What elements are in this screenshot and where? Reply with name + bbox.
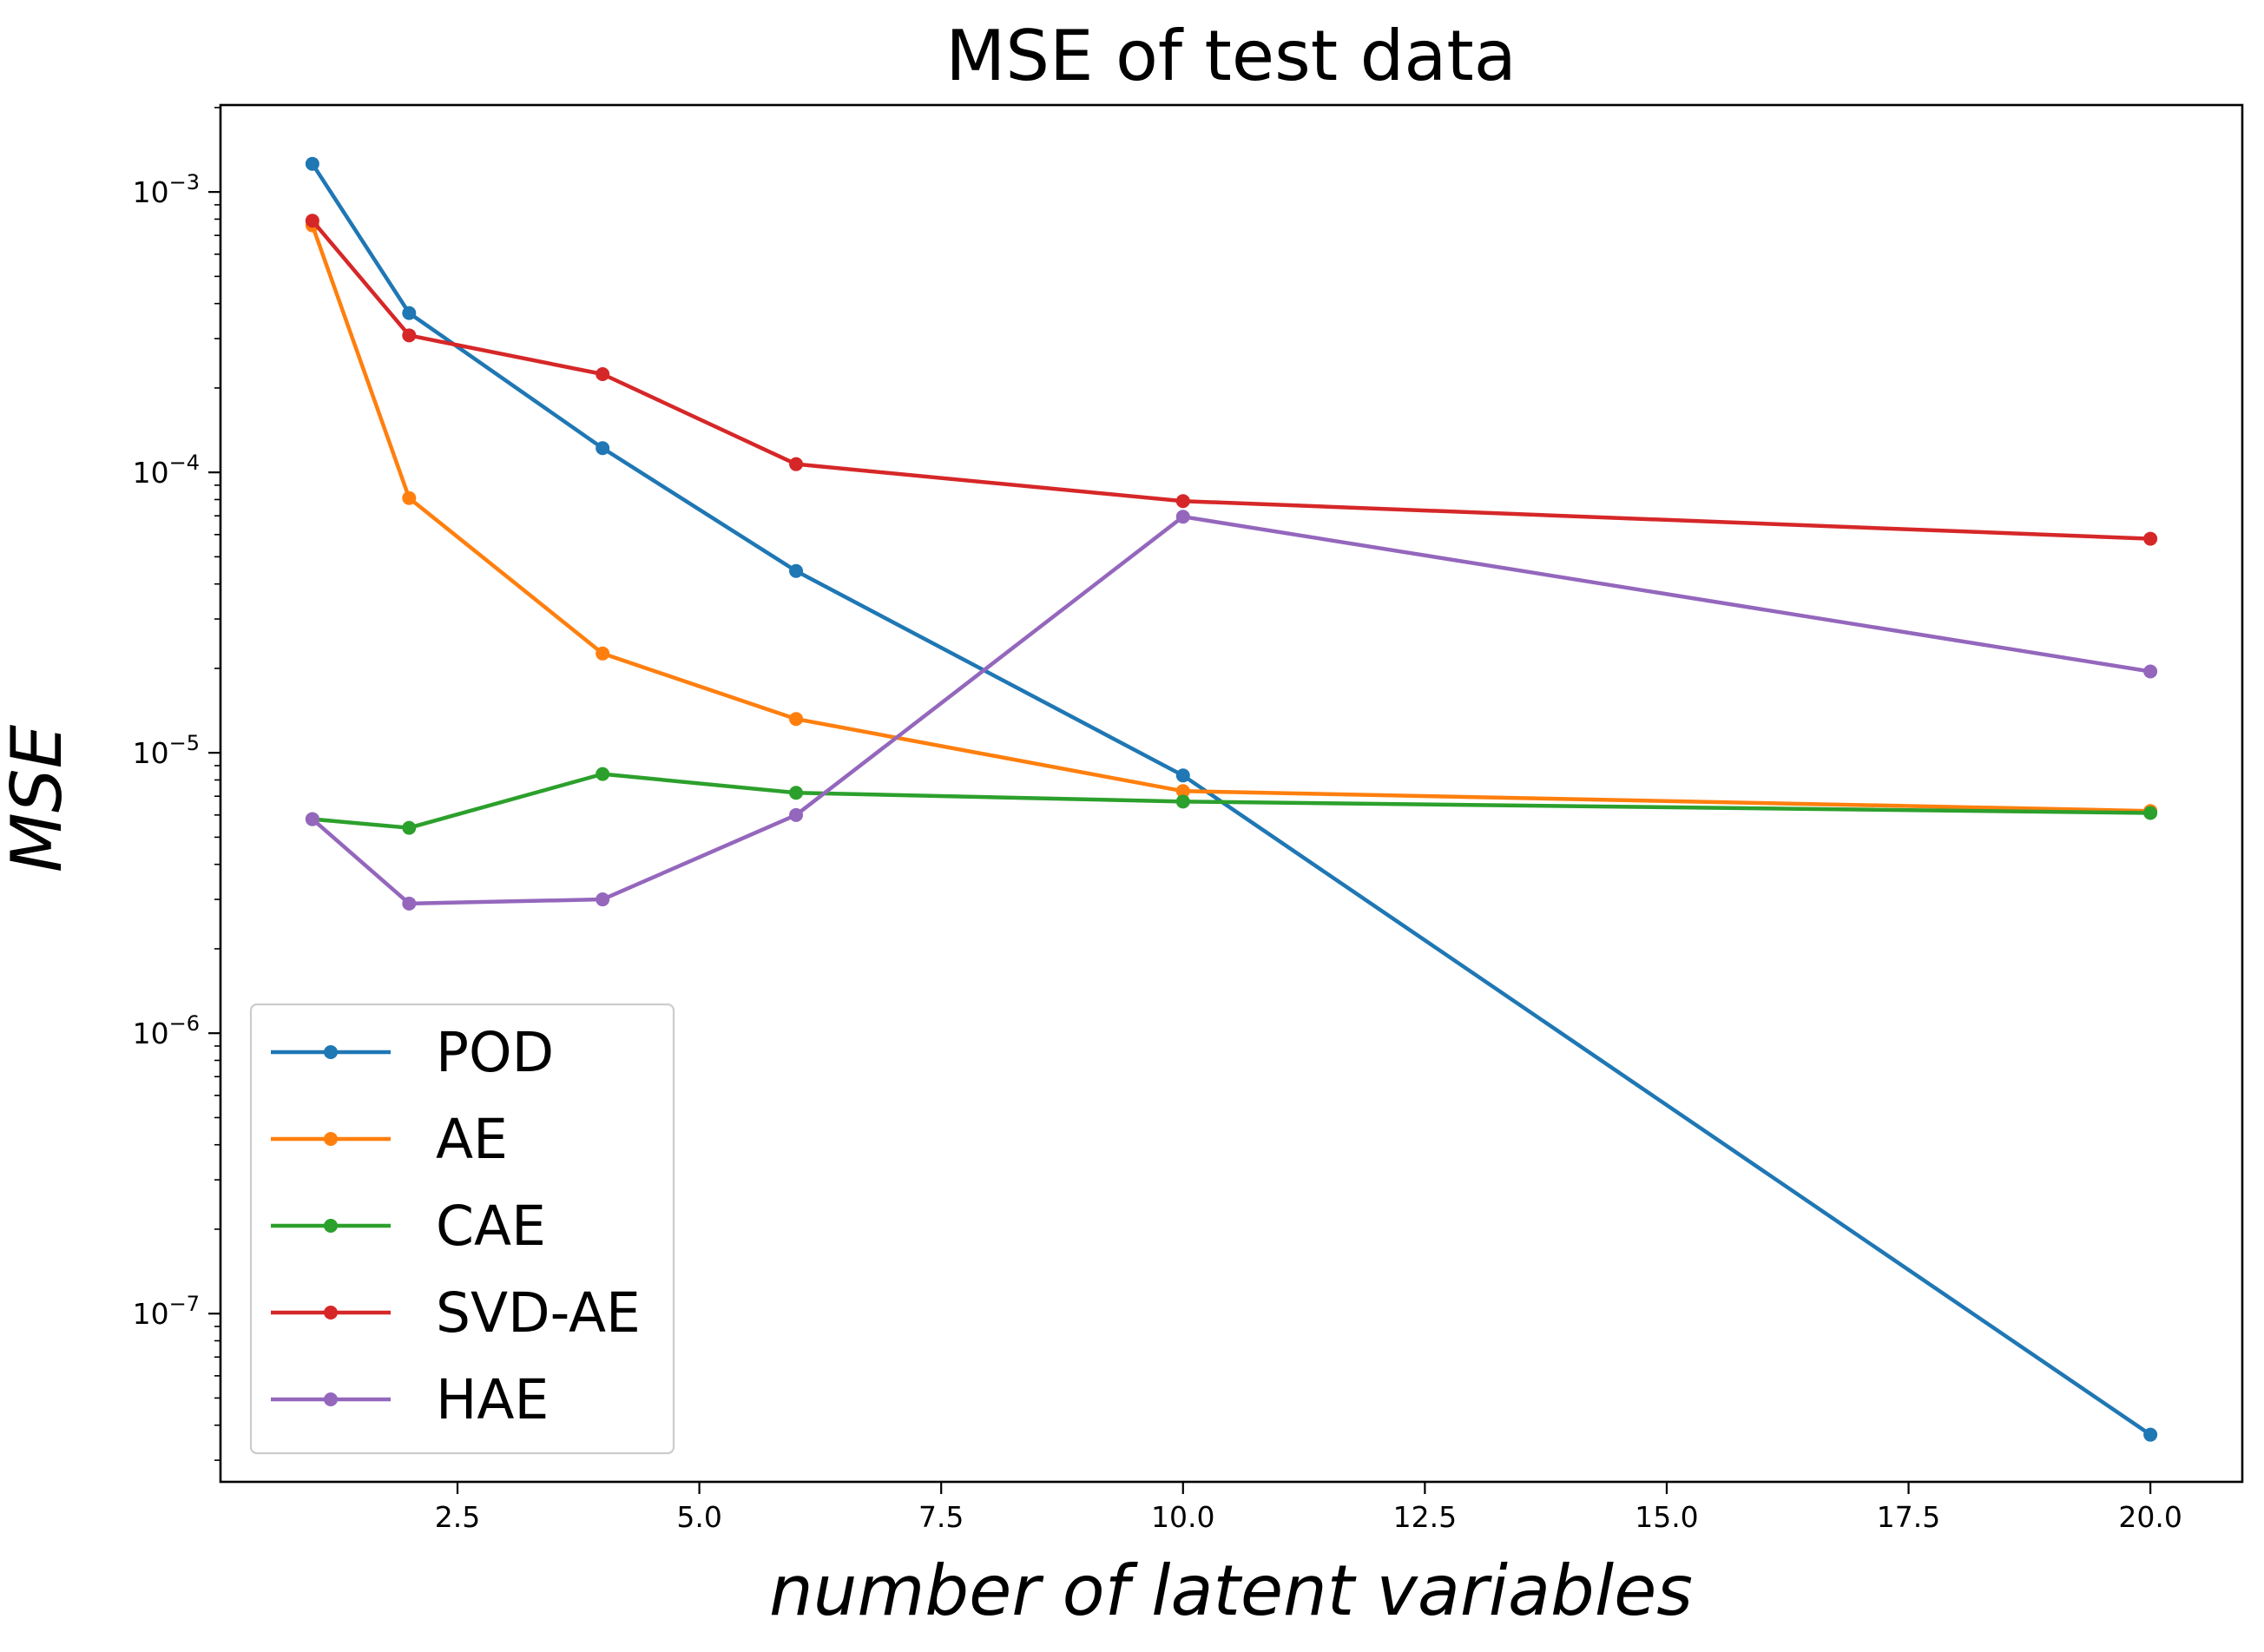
data-point [305, 812, 319, 826]
legend-item-svd-ae: SVD-AE [271, 1281, 641, 1345]
y-tick-label: 10−7 [133, 1292, 200, 1331]
legend-label: CAE [436, 1195, 546, 1258]
series-line [310, 161, 2153, 1437]
data-point [1175, 768, 1190, 783]
data-point [596, 767, 610, 781]
data-point [305, 156, 319, 171]
y-tick-label: 10−6 [133, 1011, 200, 1050]
x-tick-label: 2.5 [435, 1500, 480, 1534]
data-point [402, 820, 417, 835]
data-point [402, 490, 417, 505]
data-point [2143, 531, 2158, 546]
data-point [1175, 494, 1190, 509]
legend-item-ae: AE [271, 1108, 508, 1171]
data-point [596, 646, 610, 661]
y-tick-label: 10−5 [133, 731, 200, 770]
data-point [1175, 510, 1190, 524]
legend-label: HAE [436, 1368, 549, 1432]
y-tick-label: 10−3 [133, 170, 200, 209]
data-point [402, 896, 417, 911]
series-line [310, 223, 2153, 813]
data-point [789, 712, 804, 727]
x-tick-label: 10.0 [1151, 1500, 1214, 1534]
plot-frame [219, 103, 2244, 1484]
data-point [402, 328, 417, 343]
data-point [789, 807, 804, 822]
y-axis-label: MSE [0, 724, 77, 872]
data-point [2143, 806, 2158, 820]
x-axis-label: number of latent variables [769, 1550, 1693, 1631]
data-point [2143, 664, 2158, 679]
axis-ticks: 2.5 5.0 7.5 10.0 12.5 15.0 17.5 20.0 10−7 10−6 10−… [133, 107, 2182, 1534]
legend-label: SVD-AE [436, 1281, 641, 1345]
series-line [310, 514, 2153, 906]
legend-swatch-marker [324, 1045, 338, 1059]
legend-label: AE [436, 1108, 508, 1171]
x-tick-label: 5.0 [676, 1500, 721, 1534]
legend-swatch-marker [324, 1306, 338, 1320]
chart-title: MSE of test data [945, 16, 1517, 96]
data-point [402, 306, 417, 320]
x-tick-label: 7.5 [918, 1500, 964, 1534]
series-line [310, 218, 2153, 541]
legend-item-pod: POD [271, 1021, 554, 1084]
series-ae [305, 218, 2158, 819]
legend-item-hae: HAE [271, 1368, 549, 1432]
x-tick-label: 12.5 [1393, 1500, 1457, 1534]
series-hae [305, 510, 2158, 911]
legend-label: POD [436, 1021, 554, 1084]
legend-swatch-marker [324, 1392, 338, 1406]
data-point [789, 563, 804, 578]
data-point [789, 457, 804, 471]
x-tick-label: 20.0 [2118, 1500, 2182, 1534]
data-point [596, 367, 610, 382]
y-tick-label: 10−4 [133, 451, 200, 490]
data-point [1175, 784, 1190, 799]
x-tick-label: 15.0 [1635, 1500, 1698, 1534]
data-point [596, 892, 610, 907]
data-point [1175, 794, 1190, 809]
series-layer [305, 156, 2158, 1442]
series-svd-ae [305, 214, 2158, 546]
x-tick-label: 17.5 [1877, 1500, 1940, 1534]
data-point [789, 786, 804, 800]
data-point [596, 441, 610, 456]
data-point [305, 214, 319, 228]
legend-item-cae: CAE [271, 1195, 546, 1258]
series-line [310, 772, 2153, 830]
legend-swatch-marker [324, 1219, 338, 1233]
series-cae [305, 767, 2158, 835]
legend: POD AE CAE SVD-AE HAE [249, 1003, 675, 1455]
series-pod [305, 156, 2158, 1442]
legend-box [249, 1003, 675, 1455]
legend-swatch-marker [324, 1132, 338, 1146]
data-point [2143, 1427, 2158, 1442]
